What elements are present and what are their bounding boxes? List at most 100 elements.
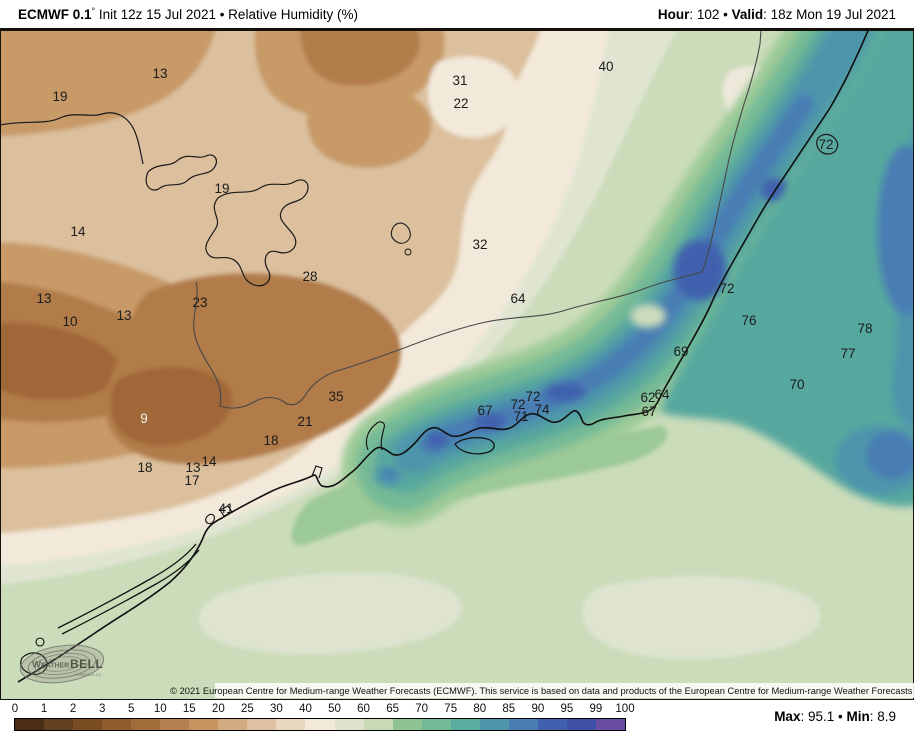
- legend-bar: 0 1 2 3 5 10 15 20 25 30 40 50 60 65 70 75 80 85 90 95 99 100…: [0, 700, 914, 750]
- map-value-label: 62: [640, 390, 655, 405]
- valid-label: Valid: [731, 6, 764, 22]
- colorbar-tick: 0: [11, 703, 19, 715]
- map-value-labels: 13 19 31 22 40 72 19 14 32 28 23 64 13 10 13 9 35 21 18 18 1…: [36, 59, 872, 516]
- map-value-label: 14: [70, 224, 86, 239]
- valid-value: : 18z Mon 19 Jul 2021: [763, 6, 896, 22]
- colorbar-segment: [73, 719, 103, 730]
- map-value-label: 17: [184, 473, 199, 488]
- map-value-label: 64: [654, 387, 670, 402]
- copyright-text: © 2021 European Centre for Medium-range …: [170, 685, 914, 696]
- humid-region-fills: [0, 30, 914, 700]
- colorbar-segment: [189, 719, 219, 730]
- map-value-label: 21: [297, 414, 312, 429]
- hour-label: Hour: [657, 6, 690, 22]
- colorbar-segment: [131, 719, 161, 730]
- map-value-label: 76: [741, 313, 756, 328]
- small-lake-outline: [816, 133, 839, 155]
- map-value-label: 74: [534, 402, 550, 417]
- colorbar-segment: [102, 719, 132, 730]
- colorbar-tick: 60: [357, 703, 370, 715]
- colorbar-tick: 80: [473, 703, 487, 715]
- map-value-label: 28: [302, 269, 317, 284]
- colorbar-tick: 95: [560, 703, 574, 715]
- map-value-label: 31: [452, 73, 467, 88]
- map-value-label: 13: [185, 460, 200, 475]
- map-value-label: 10: [62, 314, 77, 329]
- colorbar-tick: 15: [182, 703, 196, 715]
- map-value-label: 13: [36, 291, 51, 306]
- map-value-label: 18: [263, 433, 278, 448]
- colorbar: [14, 718, 626, 731]
- lagoon-channel: [61, 549, 200, 635]
- colorbar-tick: 40: [299, 703, 312, 715]
- colorbar-segment: [537, 719, 567, 730]
- weatherbell-logo: Weather BELL Analytics LLC: [19, 644, 105, 684]
- geography-outlines: [0, 30, 870, 683]
- map-value-label: 19: [214, 181, 229, 196]
- map-value-label: 70: [789, 377, 804, 392]
- colorbar-segment: [218, 719, 248, 730]
- map-value-label: 13: [116, 308, 131, 323]
- colorbar-tick: 50: [328, 703, 341, 715]
- small-lake-outline: [390, 222, 411, 244]
- map-value-label: 32: [472, 237, 487, 252]
- map-value-label: 77: [840, 346, 855, 361]
- colorbar-tick: 1: [40, 703, 48, 715]
- map-value-label: 9: [140, 411, 148, 426]
- colorbar-segment: [247, 719, 277, 730]
- colorbar-segment: [276, 719, 306, 730]
- map-value-label: 71: [513, 409, 528, 424]
- model-name: ECMWF 0.1: [18, 7, 92, 22]
- colorbar-segment: [479, 719, 509, 730]
- init-and-variable: Init 12z 15 Jul 2021 • Relative Humidity…: [95, 7, 358, 22]
- map-value-label: 67: [477, 403, 492, 418]
- humidity-cores: [427, 178, 789, 448]
- map-value-label: 72: [525, 389, 540, 404]
- colorbar-segment: [595, 719, 625, 730]
- colorbar-tick: 99: [589, 703, 603, 715]
- max-value: : 95.1: [800, 709, 835, 724]
- estuary-detail: [365, 421, 385, 451]
- colorbar-tick: 65: [386, 703, 400, 715]
- colorbar-segment: [421, 719, 451, 730]
- max-label: Max: [774, 709, 801, 724]
- copyright-bar: © 2021 European Centre for Medium-range …: [170, 683, 914, 698]
- reservoir-outline: [145, 154, 218, 191]
- colorbar-tick: 100: [615, 703, 635, 715]
- colorbar-tick: 75: [444, 703, 458, 715]
- map-value-label: 41: [218, 501, 233, 516]
- logo-ring: [19, 644, 105, 684]
- map-value-label: 64: [510, 291, 526, 306]
- colorbar-tick: 3: [98, 703, 106, 715]
- lagoon-channel: [57, 543, 197, 629]
- colorbar-tick: 20: [211, 703, 225, 715]
- map-value-label: 23: [192, 295, 207, 310]
- hour-value: : 102 •: [689, 6, 732, 22]
- logo-weather-text: Weather: [32, 660, 69, 671]
- valid-time: Hour: 102 • Valid: 18z Mon 19 Jul 2021: [658, 7, 896, 22]
- colorbar-segment: [15, 719, 45, 730]
- map-value-label: 22: [453, 96, 468, 111]
- state-border: [193, 30, 762, 409]
- map-value-label: 35: [328, 389, 343, 404]
- map-canvas: Weather BELL Analytics LLC 13 19 31 22 40 72 1…: [0, 30, 914, 700]
- separator-dot: •: [834, 709, 847, 724]
- colorbar-tick: 10: [153, 703, 167, 715]
- colorbar-tick: 25: [240, 703, 254, 715]
- colorbar-segment: [363, 719, 393, 730]
- colorbar-segment: [334, 719, 364, 730]
- map-value-label: 69: [673, 344, 688, 359]
- colorbar-segment: [566, 719, 596, 730]
- min-value: : 8.9: [869, 709, 896, 724]
- logo-sub-text: Analytics LLC: [74, 672, 102, 677]
- logo-ring: [34, 652, 90, 676]
- logo-ring: [41, 656, 83, 672]
- degree-symbol: °: [91, 6, 96, 16]
- map-value-label: 72: [510, 397, 525, 412]
- coastline: [17, 30, 870, 683]
- colorbar-tick: 85: [502, 703, 516, 715]
- logo-ring: [27, 649, 97, 679]
- header-bar: ECMWF 0.1° Init 12z 15 Jul 2021 • Relati…: [0, 0, 914, 30]
- colorbar-segment: [392, 719, 422, 730]
